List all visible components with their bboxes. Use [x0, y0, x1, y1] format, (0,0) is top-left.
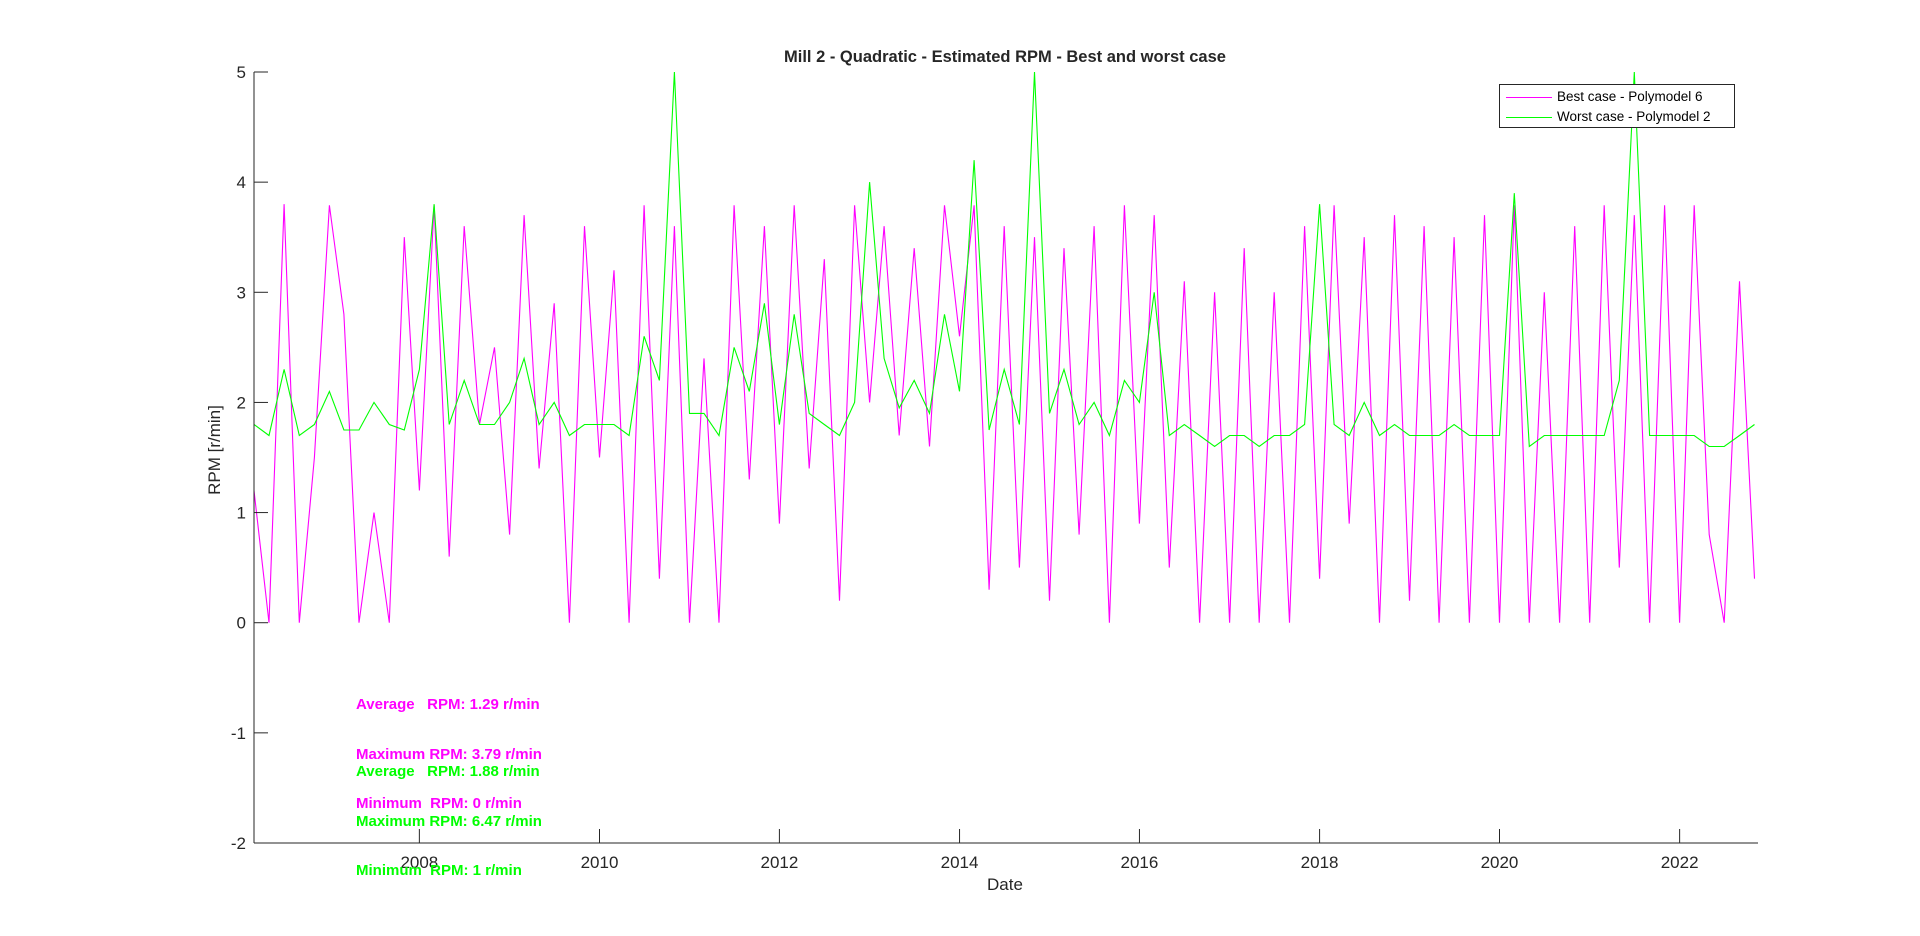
stats-best-case: Average RPM: 1.29 r/min Maximum RPM: 3.7…: [356, 664, 542, 846]
stat-average-worst: Average RPM: 1.88 r/min: [356, 763, 540, 780]
y-tick-label: 3: [237, 283, 246, 302]
series-line-worst: [253, 71, 1755, 448]
y-tick-label: 4: [237, 173, 246, 192]
axes: -2 -1 0 1 2 3 4 5 2008 2010 2012 2014 2016 2018 2020 20…: [231, 63, 1758, 872]
x-tick-label: 2022: [1661, 853, 1699, 872]
x-tick-label: 2014: [941, 853, 979, 872]
legend-entry-best: Best case - Polymodel 6: [1500, 88, 1734, 106]
legend-swatch-worst: [1506, 117, 1552, 118]
legend-label-best: Best case - Polymodel 6: [1557, 89, 1703, 104]
stat-average-best: Average RPM: 1.29 r/min: [356, 696, 540, 713]
y-tick-label: -2: [231, 834, 246, 853]
y-tick-label: -1: [231, 724, 246, 743]
legend: Best case - Polymodel 6 Worst case - Pol…: [1499, 84, 1735, 128]
x-tick-label: 2012: [760, 853, 798, 872]
series-group: [253, 71, 1756, 623]
x-tick-label: 2018: [1301, 853, 1339, 872]
legend-swatch-best: [1506, 97, 1552, 98]
x-tick-label: 2016: [1121, 853, 1159, 872]
stats-worst-case: Average RPM: 1.88 r/min Maximum RPM: 6.4…: [356, 731, 542, 913]
y-tick-label: 5: [237, 63, 246, 82]
stat-minimum-best: Minimum RPM: 0 r/min: [356, 795, 522, 812]
stat-maximum-worst: Maximum RPM: 6.47 r/min: [356, 812, 542, 830]
stat-minimum-worst: Minimum RPM: 1 r/min: [356, 862, 522, 879]
y-tick-label: 1: [237, 504, 246, 523]
legend-entry-worst: Worst case - Polymodel 2: [1500, 108, 1734, 126]
x-tick-label: 2008: [400, 853, 438, 872]
legend-label-worst: Worst case - Polymodel 2: [1557, 109, 1711, 124]
stat-maximum-best: Maximum RPM: 3.79 r/min: [356, 745, 542, 763]
x-tick-label: 2020: [1481, 853, 1519, 872]
y-tick-label: 0: [237, 614, 246, 633]
y-axis-label: RPM [r/min]: [205, 405, 224, 495]
y-tick-label: 2: [237, 393, 246, 412]
chart-title: Mill 2 - Quadratic - Estimated RPM - Bes…: [784, 48, 1226, 66]
x-axis-label: Date: [987, 875, 1023, 894]
x-tick-label: 2010: [581, 853, 619, 872]
series-line-best: [253, 204, 1756, 623]
